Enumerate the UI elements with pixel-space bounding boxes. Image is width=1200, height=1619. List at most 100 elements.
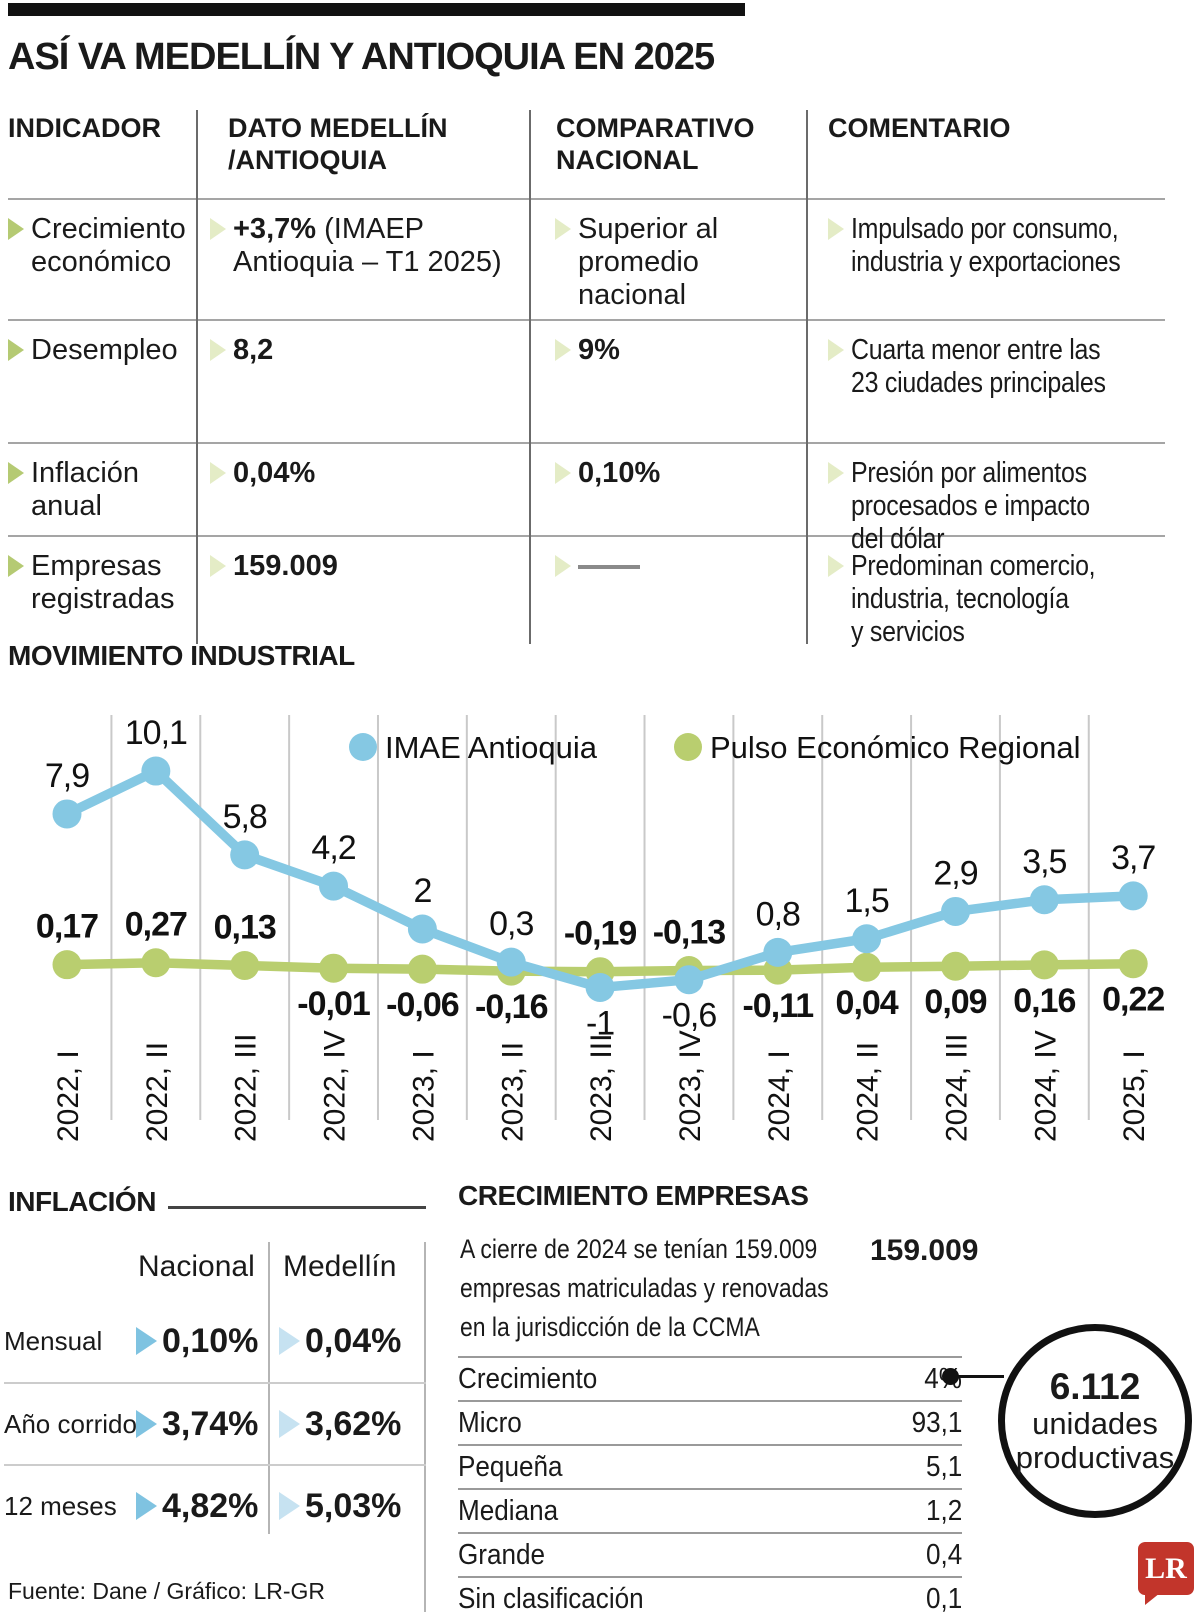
bullet-triangle-icon bbox=[279, 1492, 300, 1520]
companies-row: Pequeña 5,1 bbox=[458, 1444, 962, 1488]
indicator-label: Crecimiento económico bbox=[31, 213, 186, 278]
bullet-triangle-icon bbox=[828, 339, 844, 361]
bullet-triangle-icon bbox=[210, 462, 226, 484]
svg-text:IMAE Antioquia: IMAE Antioquia bbox=[385, 730, 598, 765]
companies-row-value: 5,1 bbox=[925, 1450, 962, 1483]
comentario-text: Cuarta menor entre las 23 ciudades princ… bbox=[851, 334, 1106, 399]
inflation-row: Mensual 0,10% 0,04% bbox=[4, 1300, 426, 1382]
svg-text:2023, II: 2023, II bbox=[496, 1042, 529, 1142]
svg-text:0,17: 0,17 bbox=[36, 908, 98, 946]
companies-row: Micro 93,1 bbox=[458, 1400, 962, 1444]
inflation-title-rule bbox=[168, 1206, 426, 1209]
svg-text:2022, I: 2022, I bbox=[52, 1050, 85, 1142]
inflation-nacional-value: 3,74% bbox=[136, 1405, 279, 1444]
dato-highlight: +3,7% bbox=[233, 213, 317, 245]
data-labels-pulso: 0,17 0,27 0,13 -0,01 -0,06 -0,16 -0,19 -0,13 -0,… bbox=[36, 906, 1165, 1026]
comparativo-value: 9% bbox=[578, 334, 620, 366]
svg-text:-0,06: -0,06 bbox=[386, 986, 459, 1024]
dato-highlight: 0,04% bbox=[233, 457, 316, 489]
comentario-cell: Cuarta menor entre las 23 ciudades princ… bbox=[806, 321, 1165, 442]
indicator-label: Inflación anual bbox=[31, 457, 140, 522]
inflation-section-title: INFLACIÓN bbox=[8, 1186, 156, 1217]
inflation-row-label: 12 meses bbox=[4, 1490, 117, 1521]
companies-row-label: Pequeña bbox=[458, 1450, 563, 1483]
svg-text:3,5: 3,5 bbox=[1022, 843, 1066, 881]
svg-text:2023, I: 2023, I bbox=[407, 1050, 440, 1142]
inflation-medellin-value: 5,03% bbox=[279, 1487, 426, 1526]
svg-text:5,8: 5,8 bbox=[223, 798, 267, 836]
dato-value: 159.009 bbox=[233, 550, 338, 583]
companies-row-value: 1,2 bbox=[925, 1494, 962, 1527]
bullet-triangle-icon bbox=[555, 218, 571, 240]
svg-text:0,09: 0,09 bbox=[924, 983, 986, 1021]
bullet-triangle-icon bbox=[828, 555, 844, 577]
column-header-comparativo: COMPARATIVO NACIONAL bbox=[556, 113, 755, 175]
series-pulso-econ-mico-regional bbox=[52, 948, 1148, 987]
dato-value: 0,04% bbox=[233, 457, 315, 490]
svg-text:2024, II: 2024, II bbox=[852, 1042, 885, 1142]
industrial-section-title: MOVIMIENTO INDUSTRIAL bbox=[8, 640, 355, 671]
bullet-triangle-icon bbox=[555, 339, 571, 361]
bullet-triangle-icon bbox=[8, 218, 24, 240]
companies-total: 159.009 bbox=[870, 1234, 979, 1267]
dato-highlight: 8,2 bbox=[233, 334, 274, 366]
dato-highlight: 159.009 bbox=[233, 550, 338, 582]
inflation-row: Año corrido 3,74% 3,62% bbox=[4, 1382, 426, 1464]
svg-text:2022, II: 2022, II bbox=[141, 1042, 174, 1142]
industrial-chart: 7,9 10,1 5,8 4,2 2 0,3 -1 -0,6 0,8 1,5 2,9 3,5 3,7 0,… bbox=[0, 690, 1200, 1150]
svg-text:2022, IV: 2022, IV bbox=[319, 1030, 352, 1142]
companies-section-title: CRECIMIENTO EMPRESAS bbox=[458, 1180, 809, 1211]
comparativo-cell: 9% bbox=[529, 321, 806, 442]
comentario-text: Impulsado por consumo, industria y expor… bbox=[851, 213, 1121, 278]
inflation-row-label: Año corrido bbox=[4, 1408, 137, 1439]
indicator-row: Desempleo 8,2 9% Cuarta menor entre las 23 … bbox=[8, 319, 1165, 442]
comparativo-cell bbox=[529, 537, 806, 651]
column-divider bbox=[806, 110, 808, 644]
grid-lines bbox=[110, 715, 1090, 1120]
inflation-col-nacional: Nacional bbox=[138, 1250, 255, 1283]
indicator-table-body: Crecimiento económico +3,7% (IMAEP Antioq… bbox=[8, 198, 1165, 651]
line-chart-svg: 7,9 10,1 5,8 4,2 2 0,3 -1 -0,6 0,8 1,5 2,9 3,5 3,7 0,… bbox=[36, 714, 1165, 1142]
indicator-cell: Empresas registradas bbox=[8, 537, 196, 651]
svg-text:2024, IV: 2024, IV bbox=[1029, 1030, 1062, 1142]
svg-text:0,8: 0,8 bbox=[756, 895, 800, 933]
svg-text:-1: -1 bbox=[586, 1005, 614, 1043]
svg-text:1,5: 1,5 bbox=[845, 882, 889, 920]
inflation-value-text: 3,74% bbox=[162, 1404, 259, 1443]
comentario-cell: Impulsado por consumo, industria y expor… bbox=[806, 200, 1165, 319]
companies-description: A cierre de 2024 se tenían 159.009 empre… bbox=[460, 1234, 829, 1342]
comparativo-value: Superior al promedio nacional bbox=[578, 213, 719, 311]
inflation-value-text: 3,62% bbox=[305, 1404, 402, 1443]
dato-detail: (IMAEP Antioquia – T1 2025) bbox=[233, 213, 502, 278]
chart-legend: IMAE Antioquia Pulso Económico Regional bbox=[349, 730, 1081, 765]
section-divider bbox=[424, 1242, 426, 1612]
inflation-value-text: 4,82% bbox=[162, 1486, 259, 1525]
column-header-comentario: COMENTARIO bbox=[828, 113, 1011, 143]
lr-logo-text: LR bbox=[1145, 1551, 1187, 1585]
svg-text:2023, III: 2023, III bbox=[585, 1034, 618, 1142]
comentario-text: Predominan comercio, industria, tecnolog… bbox=[851, 550, 1096, 648]
companies-row: Mediana 1,2 bbox=[458, 1488, 962, 1532]
indicator-cell: Inflación anual bbox=[8, 444, 196, 556]
column-divider bbox=[196, 110, 198, 644]
svg-text:2024, III: 2024, III bbox=[941, 1034, 974, 1142]
svg-text:0,3: 0,3 bbox=[489, 905, 533, 943]
column-divider bbox=[529, 110, 531, 644]
svg-text:2: 2 bbox=[413, 872, 431, 910]
dato-cell: 0,04% bbox=[196, 444, 529, 556]
column-header-indicador: INDICADOR bbox=[8, 113, 161, 143]
comparativo-cell: Superior al promedio nacional bbox=[529, 200, 806, 319]
companies-row-value: 0,4 bbox=[925, 1538, 962, 1571]
dato-value: +3,7% (IMAEP Antioquia – T1 2025) bbox=[233, 213, 502, 279]
comentario-cell: Predominan comercio, industria, tecnolog… bbox=[806, 537, 1165, 651]
source-credit: Fuente: Dane / Gráfico: LR-GR bbox=[8, 1578, 326, 1604]
svg-text:0,04: 0,04 bbox=[836, 984, 899, 1022]
bullet-triangle-icon bbox=[136, 1327, 157, 1355]
svg-text:-0,01: -0,01 bbox=[297, 985, 370, 1023]
productive-units-callout: 6.112 unidades productivas bbox=[998, 1324, 1192, 1518]
bullet-triangle-icon bbox=[828, 462, 844, 484]
series-imae-antioquia bbox=[52, 756, 1148, 1002]
inflation-nacional-value: 0,10% bbox=[136, 1322, 279, 1361]
svg-text:0,22: 0,22 bbox=[1102, 981, 1164, 1019]
